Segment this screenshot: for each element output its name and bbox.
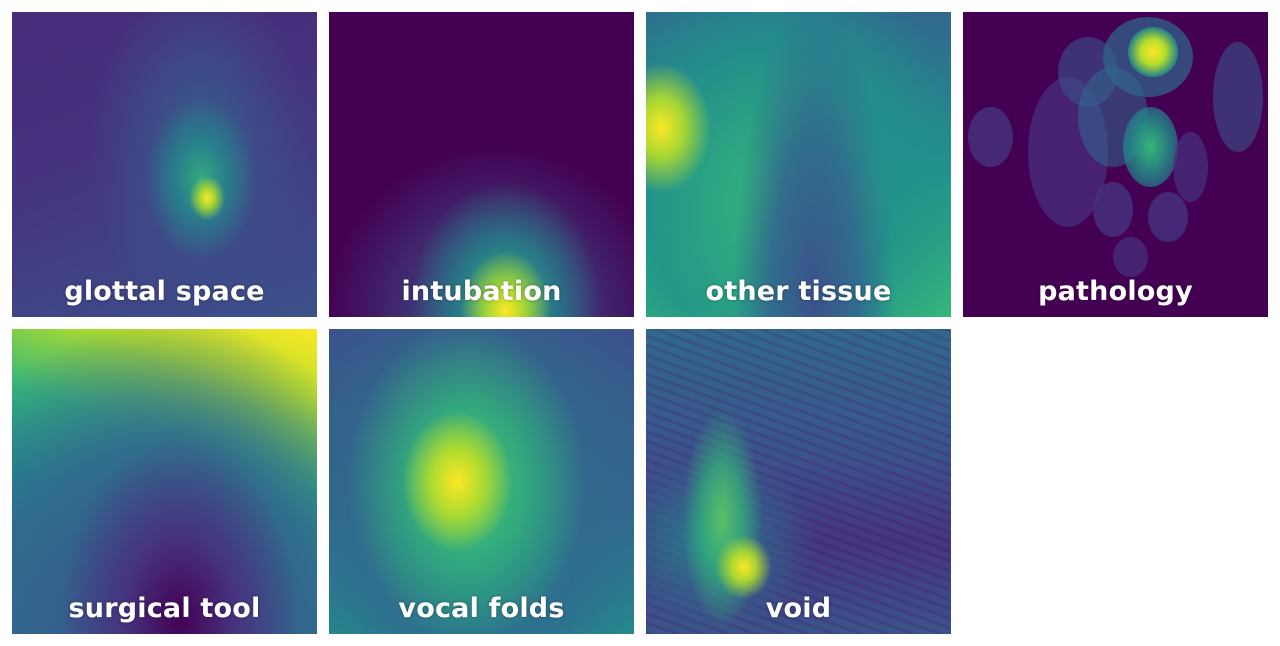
heatmap-tile-vocal-folds: vocal folds <box>329 329 634 634</box>
heatmap-image <box>12 329 317 634</box>
heatmap-image <box>329 329 634 634</box>
heatmap-tile-void: void <box>646 329 951 634</box>
heatmap-blob <box>1113 237 1148 277</box>
tile-label: other tissue <box>705 276 892 307</box>
heatmap-image <box>963 12 1268 317</box>
heatmap-image <box>646 12 951 317</box>
heatmap-tile-pathology: pathology <box>963 12 1268 317</box>
heatmap-blob <box>1213 42 1263 152</box>
heatmap-blob <box>1123 107 1178 187</box>
tile-label: glottal space <box>64 276 265 307</box>
heatmap-blob <box>968 107 1013 167</box>
heatmap-image <box>329 12 634 317</box>
heatmap-blob <box>1148 192 1188 242</box>
heatmap-tile-glottal-space: glottal space <box>12 12 317 317</box>
tile-label: intubation <box>401 276 562 307</box>
heatmap-blob <box>1093 182 1133 237</box>
heatmap-tile-surgical-tool: surgical tool <box>12 329 317 634</box>
heatmap-image <box>12 12 317 317</box>
heatmap-tile-other-tissue: other tissue <box>646 12 951 317</box>
heatmap-blob <box>1173 132 1208 202</box>
tile-label: pathology <box>1038 276 1193 307</box>
tile-label: void <box>765 593 832 624</box>
tile-label: vocal folds <box>398 593 565 624</box>
heatmap-image <box>646 329 951 634</box>
tile-label: surgical tool <box>68 593 261 624</box>
heatmap-tile-intubation: intubation <box>329 12 634 317</box>
heatmap-blob <box>1128 27 1178 77</box>
